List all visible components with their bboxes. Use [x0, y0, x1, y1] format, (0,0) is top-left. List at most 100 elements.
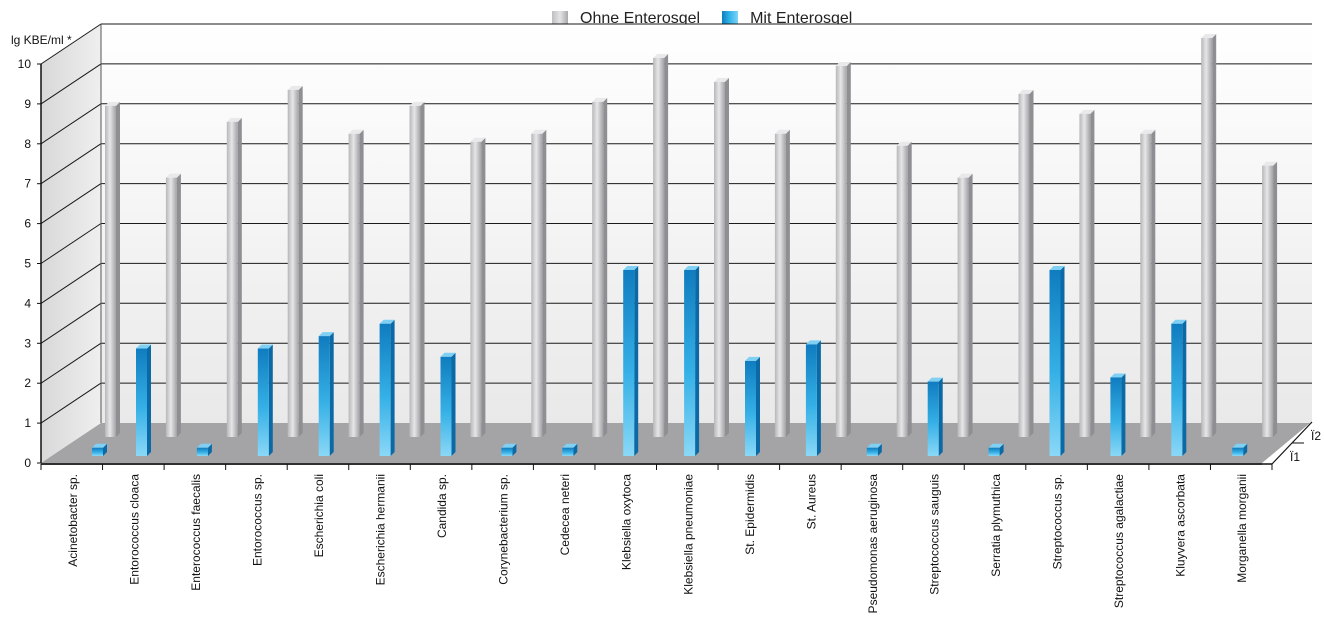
bar-mit-11-top: [745, 356, 760, 361]
bar-mit-14-top: [927, 377, 943, 382]
bar-ohne-7: [531, 133, 543, 437]
bar-mit-2: [196, 447, 208, 456]
y-tick-label: 4: [24, 296, 31, 310]
legend-swatch-mit: [722, 11, 739, 27]
legend-label-ohne: Ohne Enterosgel: [580, 10, 701, 27]
x-tick-label: Escherichia hermanii: [374, 474, 388, 585]
bar-mit-1-side: [147, 344, 151, 456]
bar-ohne-1-side: [176, 173, 181, 437]
bar-ohne-8: [592, 101, 604, 437]
bar-mit-19-side: [1243, 443, 1248, 456]
bar-ohne-2-top: [226, 117, 242, 122]
bar-mit-19-top: [1232, 443, 1248, 448]
x-tick-label: Kluyvera ascorbata: [1174, 474, 1188, 577]
bar-ohne-6-top: [470, 137, 486, 142]
bar-ohne-19-top: [1262, 161, 1278, 166]
bar-ohne-16: [1079, 113, 1091, 437]
bar-ohne-10: [714, 81, 725, 438]
depth-label-1: Ï1: [1290, 450, 1300, 464]
gridline-diagonal: [40, 342, 102, 384]
bar-mit-9-top: [623, 266, 639, 270]
bar-ohne-9-side: [664, 53, 669, 437]
bar-ohne-5-top: [409, 101, 425, 106]
bar-mit-7: [501, 447, 513, 456]
bar-ohne-10-top: [714, 77, 729, 82]
bar-mit-1: [136, 348, 147, 456]
bar-mit-13-top: [866, 443, 882, 448]
bar-mit-3: [257, 348, 269, 456]
bar-ohne-14-side: [968, 173, 973, 437]
bar-ohne-13-side: [907, 141, 912, 437]
x-tick-label: Enterococcus faecalis: [189, 474, 203, 591]
bar-ohne-8-side: [603, 97, 608, 437]
bar-ohne-12-side: [846, 61, 851, 437]
bar-ohne-12: [835, 65, 847, 437]
bar-ohne-15-side: [1029, 89, 1034, 438]
bar-mit-3-top: [257, 344, 273, 349]
bar-ohne-18: [1201, 38, 1213, 438]
bar-mit-6: [440, 356, 452, 456]
bar-mit-12: [805, 344, 817, 456]
bar-ohne-16-side: [1090, 109, 1095, 437]
bar-mit-10: [684, 270, 696, 456]
bar-ohne-3: [287, 89, 299, 438]
bar-mit-9: [623, 270, 635, 456]
x-tick-label: Streptococcus sp.: [1051, 474, 1065, 569]
y-tick-label: 7: [24, 177, 31, 191]
x-tick-label: St. Epidermidis: [743, 474, 757, 555]
bar-mit-10-top: [684, 266, 700, 270]
bar-mit-1-top: [136, 344, 151, 349]
x-tick-label: Serratia plymuthica: [989, 474, 1003, 577]
x-tick-label: Streptococcus agalactiae: [1112, 474, 1126, 608]
bar-ohne-4-side: [359, 129, 364, 437]
bar-mit-13-side: [877, 443, 882, 456]
bar-ohne-13-top: [896, 141, 912, 146]
bar-ohne-9: [653, 57, 665, 437]
gridline-diagonal: [40, 143, 102, 185]
gridline-diagonal: [40, 382, 102, 424]
bar-mit-15: [988, 447, 1000, 456]
bar-mit-7-top: [501, 443, 517, 448]
bar-mit-5-side: [390, 319, 395, 456]
bar-ohne-8-top: [592, 97, 608, 102]
bar-ohne-14: [957, 177, 969, 437]
x-tick-label: Candida sp.: [435, 474, 449, 538]
gridline-diagonal: [40, 183, 102, 225]
gridline-diagonal: [40, 223, 102, 264]
bar-ohne-3-top: [287, 85, 303, 90]
bar-ohne-11: [774, 133, 786, 437]
bar-mit-8-side: [573, 443, 578, 456]
y-tick-label: 6: [24, 217, 31, 231]
bar-mit-2-side: [207, 443, 212, 456]
depth-label-2: Ï2: [1311, 429, 1321, 443]
bar-ohne-6-side: [481, 137, 486, 437]
bar-mit-16-top: [1049, 266, 1065, 270]
bar-ohne-7-side: [542, 129, 547, 437]
y-tick-label: 8: [24, 137, 31, 151]
y-tick-label: 9: [24, 97, 31, 111]
bar-ohne-3-side: [298, 85, 303, 438]
bar-mit-16: [1049, 270, 1061, 456]
x-tick-label: Morganella morganii: [1235, 474, 1249, 583]
bar-ohne-0: [105, 105, 116, 437]
bar-mit-9-side: [634, 266, 639, 456]
y-tick-label: 5: [24, 257, 31, 271]
gridline-diagonal: [40, 103, 102, 145]
bar-ohne-5-side: [420, 101, 425, 437]
bar-ohne-4: [348, 133, 360, 437]
bar-mit-17: [1110, 377, 1122, 456]
x-tick-label: Pseudomonas aeruginosa: [866, 474, 880, 614]
bar-mit-14: [927, 381, 939, 456]
bar-ohne-17: [1140, 133, 1152, 437]
legend: Ohne Enterosgel Mit Enterosgel: [552, 10, 874, 28]
gridline-diagonal: [40, 63, 102, 105]
bar-mit-10-side: [695, 266, 700, 456]
bar-mit-18-side: [1182, 319, 1187, 456]
y-tick-label: 3: [24, 336, 31, 350]
x-tick-label: St. Aureus: [804, 474, 818, 529]
x-tick-label: Entorococcus sp.: [250, 474, 264, 566]
bar-ohne-16-top: [1079, 109, 1095, 114]
bar-ohne-4-top: [348, 129, 364, 134]
bar-mit-5: [379, 323, 391, 456]
gridline-diagonal: [40, 262, 102, 304]
